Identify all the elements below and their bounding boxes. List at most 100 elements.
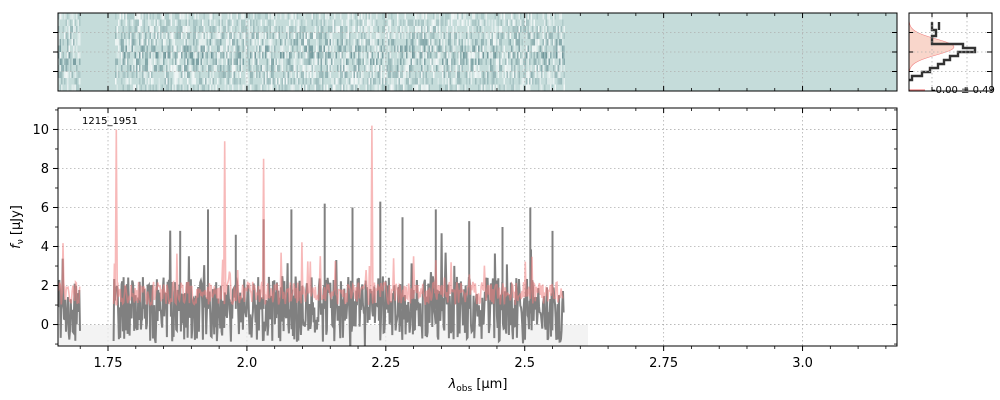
spectrum-2d-pixel xyxy=(419,84,421,91)
spectrum-2d-pixel xyxy=(202,19,204,26)
spectrum-2d-pixel xyxy=(173,65,175,72)
spectrum-2d-pixel xyxy=(208,19,210,26)
spectrum-2d-pixel xyxy=(179,19,181,26)
spectrum-2d-pixel xyxy=(205,32,207,39)
spectrum-2d-pixel xyxy=(301,26,303,33)
spectrum-2d-pixel xyxy=(404,32,406,39)
spectrum-2d-pixel xyxy=(295,65,297,72)
spectrum-2d-pixel xyxy=(467,71,469,78)
spectrum-2d-pixel xyxy=(208,71,210,78)
spectrum-2d-pixel xyxy=(170,13,172,20)
spectrum-2d-pixel xyxy=(370,52,372,59)
spectrum-2d-pixel xyxy=(341,32,343,39)
spectrum-2d-pixel xyxy=(385,32,387,39)
spectrum-2d-pixel xyxy=(221,58,223,65)
spectrum-2d-pixel xyxy=(278,65,280,72)
spectrum-2d-pixel xyxy=(553,13,555,20)
spectrum-2d-pixel xyxy=(484,84,486,91)
spectrum-2d-pixel xyxy=(421,71,423,78)
spectrum-2d-pixel xyxy=(286,65,288,72)
spectrum-2d-pixel xyxy=(352,71,354,78)
spectrum-2d-pixel xyxy=(544,84,546,91)
spectrum-2d-pixel xyxy=(503,19,505,26)
spectrum-2d-pixel xyxy=(196,45,198,52)
spectrum-2d-pixel xyxy=(167,45,169,52)
spectrum-2d-pixel xyxy=(539,65,541,72)
spectrum-2d-pixel xyxy=(449,65,451,72)
spectrum-2d-pixel xyxy=(307,39,309,46)
spectrum-2d-pixel xyxy=(557,26,559,33)
spectrum-2d-pixel xyxy=(281,78,283,85)
spectrum-2d-pixel xyxy=(259,45,261,52)
spectrum-2d-pixel xyxy=(343,71,345,78)
spectrum-2d-pixel xyxy=(287,13,289,20)
spectrum-2d-pixel xyxy=(425,39,427,46)
spectrum-2d-pixel xyxy=(67,32,69,39)
spectrum-2d-pixel xyxy=(340,39,342,46)
spectrum-2d-pixel xyxy=(404,65,406,72)
spectrum-2d-pixel xyxy=(58,39,60,46)
spectrum-2d-pixel xyxy=(535,71,537,78)
spectrum-2d-pixel xyxy=(494,32,496,39)
spectrum-2d-pixel xyxy=(479,19,481,26)
spectrum-2d-pixel xyxy=(482,78,484,85)
spectrum-2d-pixel xyxy=(461,13,463,20)
spectrum-2d-pixel xyxy=(421,19,423,26)
spectrum-2d-pixel xyxy=(434,52,436,59)
spectrum-2d-pixel xyxy=(145,78,147,85)
spectrum-2d-pixel xyxy=(122,26,124,33)
spectrum-2d-pixel xyxy=(496,58,498,65)
spectrum-2d-pixel xyxy=(388,65,390,72)
spectrum-2d-pixel xyxy=(257,32,259,39)
spectrum-2d-pixel xyxy=(335,78,337,85)
spectrum-2d-pixel xyxy=(161,58,163,65)
spectrum-2d-pixel xyxy=(536,52,538,59)
spectrum-2d-pixel xyxy=(172,58,174,65)
spectrum-2d-pixel xyxy=(454,45,456,52)
spectrum-2d-pixel xyxy=(226,52,228,59)
spectrum-2d-pixel xyxy=(488,19,490,26)
spectrum-2d-pixel xyxy=(271,26,273,33)
spectrum-2d-pixel xyxy=(455,65,457,72)
spectrum-2d-pixel xyxy=(74,26,76,33)
spectrum-2d-pixel xyxy=(325,39,327,46)
spectrum-2d-pixel xyxy=(314,52,316,59)
spectrum-2d-pixel xyxy=(533,26,535,33)
spectrum-2d-pixel xyxy=(542,13,544,20)
spectrum-2d-pixel xyxy=(271,65,273,72)
spectrum-2d-pixel xyxy=(416,84,418,91)
spectrum-2d-pixel xyxy=(130,13,132,20)
spectrum-2d-pixel xyxy=(79,78,81,85)
spectrum-2d-pixel xyxy=(317,84,319,91)
spectrum-2d-pixel xyxy=(184,58,186,65)
spectrum-2d-pixel xyxy=(316,13,318,20)
spectrum-2d-pixel xyxy=(515,19,517,26)
spectrum-2d-pixel xyxy=(238,84,240,91)
spectrum-2d-pixel xyxy=(371,52,373,59)
spectrum-2d-pixel xyxy=(337,39,339,46)
spectrum-2d-pixel xyxy=(121,39,123,46)
spectrum-2d-pixel xyxy=(127,45,129,52)
spectrum-2d-pixel xyxy=(304,39,306,46)
spectrum-2d-pixel xyxy=(70,65,72,72)
spectrum-2d-pixel xyxy=(469,65,471,72)
spectrum-2d-pixel xyxy=(472,39,474,46)
spectrum-2d-pixel xyxy=(448,65,450,72)
spectrum-2d-pixel xyxy=(365,26,367,33)
spectrum-2d-pixel xyxy=(464,71,466,78)
spectrum-2d-pixel xyxy=(127,84,129,91)
spectrum-2d-pixel xyxy=(262,45,264,52)
spectrum-2d-pixel xyxy=(169,52,171,59)
spectrum-2d-pixel xyxy=(425,78,427,85)
spectrum-2d-pixel xyxy=(131,32,133,39)
spectrum-2d-pixel xyxy=(458,52,460,59)
spectrum-2d-pixel xyxy=(376,52,378,59)
spectrum-2d-pixel xyxy=(388,84,390,91)
spectrum-2d-pixel xyxy=(331,39,333,46)
spectrum-2d-pixel xyxy=(560,65,562,72)
spectrum-2d-pixel xyxy=(328,39,330,46)
spectrum-2d-pixel xyxy=(538,84,540,91)
spectrum-2d-pixel xyxy=(293,84,295,91)
spectrum-2d-pixel xyxy=(430,52,432,59)
spectrum-2d-pixel xyxy=(332,84,334,91)
